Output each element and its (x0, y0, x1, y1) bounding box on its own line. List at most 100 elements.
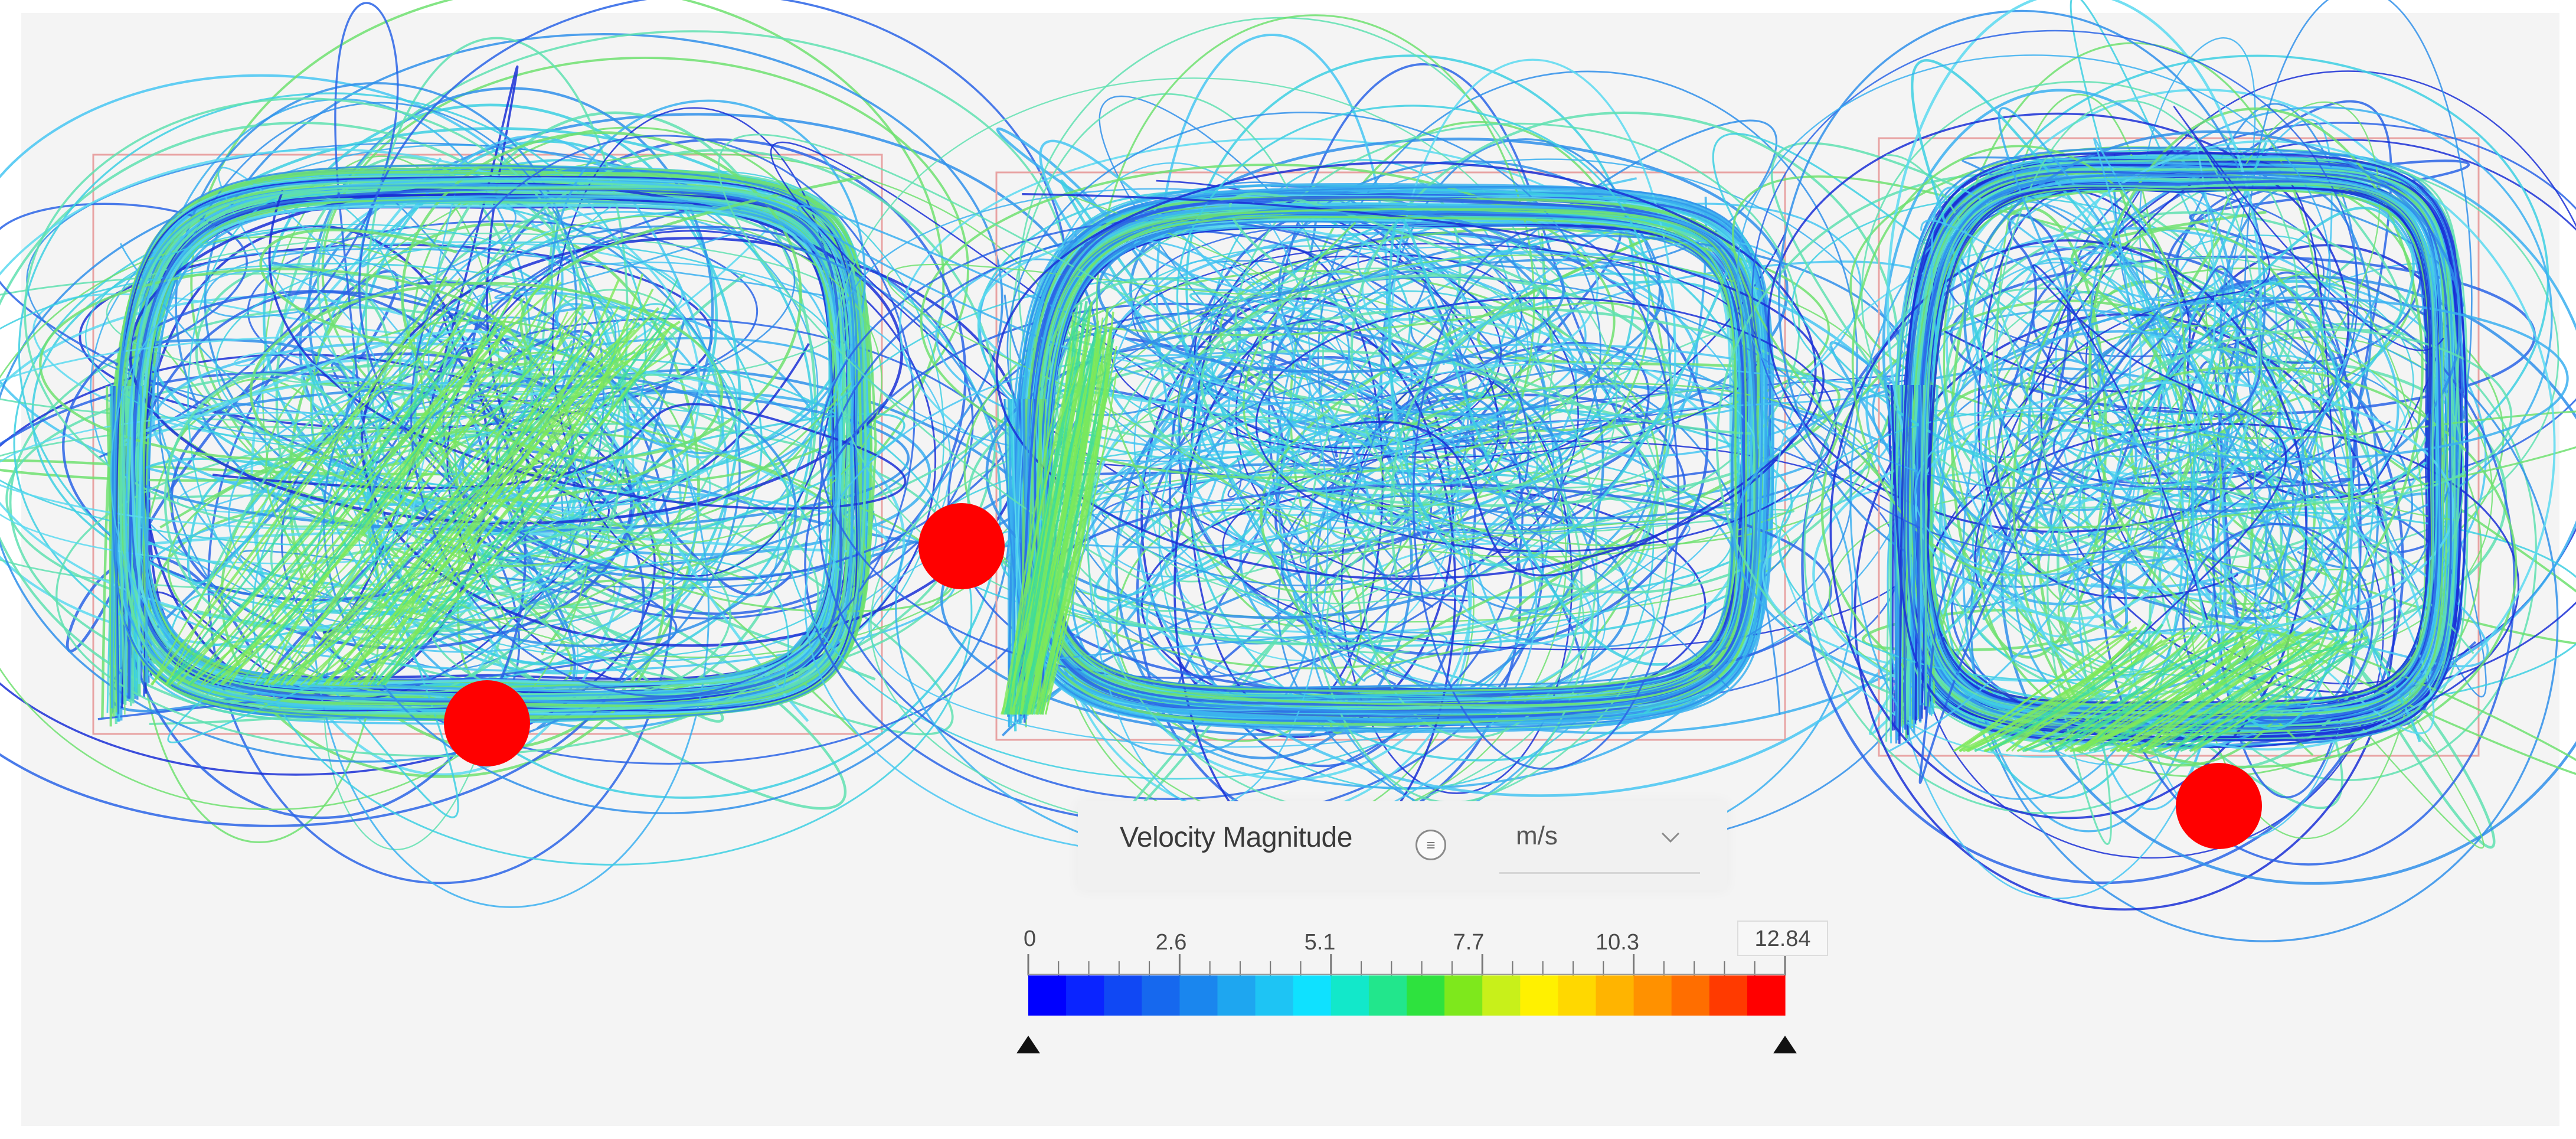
left-room-streamlines (0, 0, 1099, 908)
streamline (0, 236, 591, 811)
streamline (1022, 348, 1095, 715)
colorbar-tick-label: 2.6 (1156, 930, 1187, 955)
red-marker-dot (918, 503, 1005, 589)
streamline (1048, 277, 1264, 438)
streamline (1003, 185, 1771, 730)
streamline (2000, 275, 2576, 885)
streamline (211, 326, 508, 686)
right-room-streamlines (1712, 0, 2576, 942)
colorbar-swatch (1444, 975, 1483, 1016)
streamline (1060, 180, 1390, 737)
streamline (359, 135, 724, 459)
colorbar-swatch (1558, 975, 1597, 1016)
streamline (1018, 305, 1091, 715)
streamline (130, 204, 842, 686)
streamline (2052, 265, 2355, 491)
streamline (920, 164, 1616, 479)
streamline (1005, 306, 1079, 715)
min-range-handle[interactable] (1016, 1036, 1040, 1053)
streamline (2175, 625, 2354, 752)
streamline (1044, 373, 1117, 715)
unit-select[interactable]: m/s (1499, 813, 1700, 874)
streamline (1034, 276, 1853, 709)
colorbar-swatch (1407, 975, 1445, 1016)
streamline (2186, 101, 2462, 571)
streamline (321, 57, 969, 484)
streamline (1035, 216, 1737, 693)
streamline (1228, 192, 1751, 582)
streamline (1751, 30, 2359, 556)
streamline (166, 329, 462, 686)
streamline (1018, 207, 1754, 712)
streamline (376, 323, 674, 686)
streamline (1016, 377, 1090, 715)
streamline (365, 343, 662, 686)
streamline (1006, 112, 1601, 586)
color-legend-bar: 0 2.6 5.1 7.7 10.3 12.84 (960, 916, 1845, 1076)
streamline (1019, 196, 1748, 716)
streamline (1972, 183, 2277, 458)
streamline (1200, 274, 1673, 494)
colorbar-max-label: 12.84 (1754, 926, 1810, 951)
streamline (2173, 641, 2352, 752)
streamline (1009, 364, 1083, 715)
streamline (1737, 54, 2331, 489)
streamline (24, 97, 584, 528)
legend-title: Velocity Magnitude (1120, 822, 1352, 853)
streamline (1902, 172, 2445, 736)
streamline (55, 433, 819, 758)
streamline (2088, 107, 2424, 630)
red-marker-dot (444, 680, 530, 766)
colorbar-tick-label: 7.7 (1453, 930, 1485, 955)
colorbar-swatch (1028, 975, 1067, 1016)
streamline (1853, 313, 2397, 911)
legend-toolbar: Velocity Magnitude ≡ m/s (1078, 801, 1727, 890)
streamline (804, 302, 1544, 825)
colorbar-swatch (1142, 975, 1180, 1016)
streamline (2180, 644, 2359, 752)
streamline (371, 341, 669, 686)
streamline (2111, 642, 2290, 752)
colorbar-swatch (1368, 975, 1407, 1016)
info-icon[interactable]: ≡ (1416, 830, 1446, 860)
streamline (156, 102, 604, 686)
max-range-handle[interactable] (1773, 1036, 1797, 1053)
streamline (1918, 303, 2263, 784)
streamline (2050, 641, 2228, 752)
streamline (0, 203, 678, 720)
streamline (2129, 328, 2513, 504)
streamline (1039, 139, 1526, 540)
streamline (1041, 311, 1114, 715)
streamline (1886, 0, 2263, 621)
right-room-streamline-view (1712, 0, 2576, 942)
streamline (1992, 99, 2263, 673)
streamline (315, 315, 612, 686)
colorbar-swatch (1709, 975, 1748, 1016)
colorbar-swatch (1520, 975, 1558, 1016)
streamline (2016, 635, 2195, 752)
streamline (2069, 635, 2248, 753)
streamline (346, 273, 644, 686)
streamline (2219, 184, 2372, 469)
streamline (1096, 14, 1535, 593)
colorbar-swatch (1671, 975, 1710, 1016)
streamline (1029, 378, 1730, 689)
streamline (2084, 624, 2263, 752)
streamline (112, 164, 861, 722)
streamline (1959, 638, 2137, 752)
streamline (1097, 206, 1565, 374)
streamline (306, 353, 604, 686)
streamline (1039, 352, 1112, 715)
colorbar-swatch (1255, 975, 1294, 1016)
center-room-streamlines (718, 14, 1982, 865)
streamline (300, 303, 597, 686)
streamline (995, 161, 1817, 580)
streamline (1087, 259, 1329, 807)
streamline (167, 303, 842, 743)
streamline (1176, 105, 1650, 487)
streamline (0, 371, 645, 827)
streamline (345, 344, 642, 686)
streamline (2020, 296, 2569, 461)
streamline (2193, 621, 2372, 752)
streamline (1911, 59, 2421, 743)
